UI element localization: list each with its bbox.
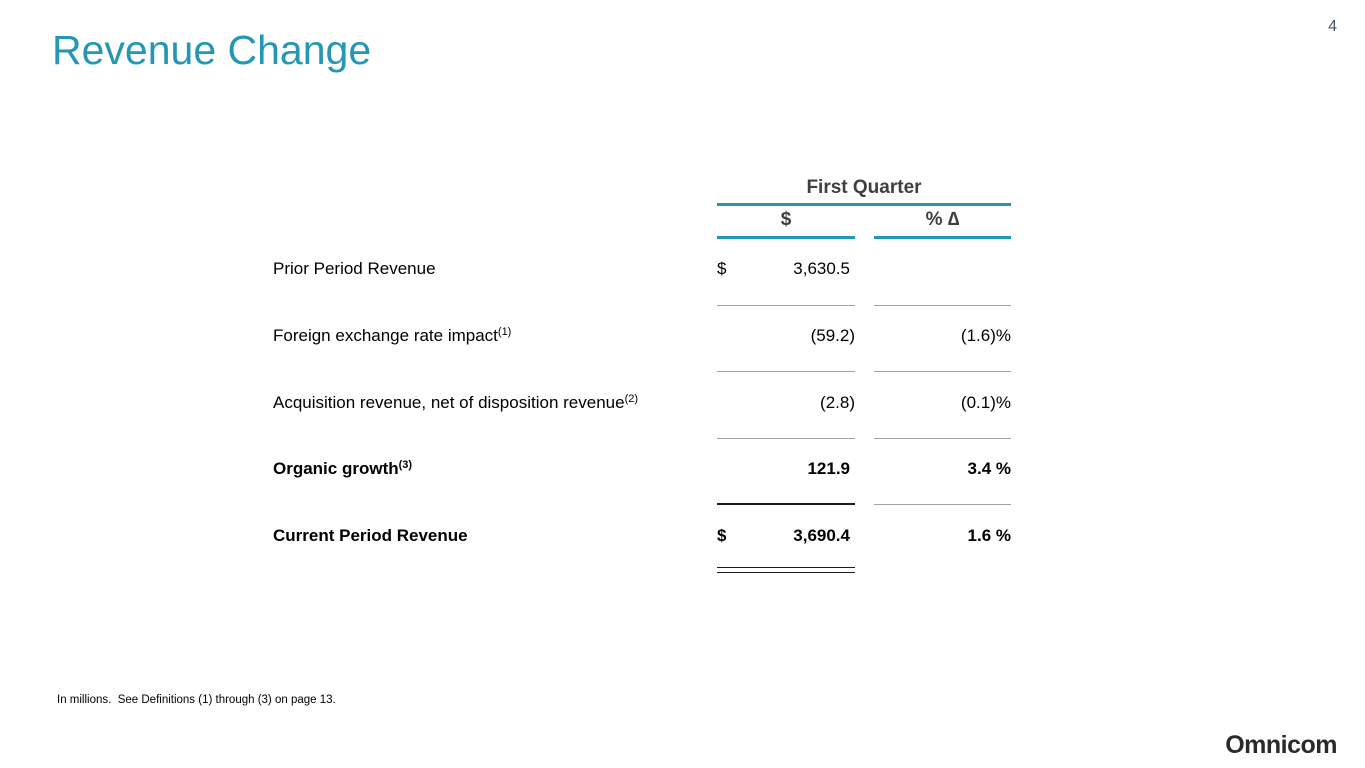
row-separator-rule xyxy=(717,305,855,306)
row-label: Acquisition revenue, net of disposition … xyxy=(273,393,639,412)
row-label: Foreign exchange rate impact(1) xyxy=(273,326,512,345)
row-separator-rule xyxy=(874,438,1011,439)
col-header-pct-delta: % ∆ xyxy=(925,209,960,230)
row-separator-rule xyxy=(874,504,1011,505)
column-group-header: First Quarter xyxy=(806,177,922,198)
revenue-change-table: First Quarter $ % ∆ Prior Period Revenue… xyxy=(273,176,1013,586)
pct-cell: 1.6 % xyxy=(967,526,1011,545)
group-header-rule xyxy=(717,203,1011,206)
table-row-fx-impact: Foreign exchange rate impact(1) (59.2) (… xyxy=(273,326,1013,348)
pct-col-header-rule xyxy=(874,236,1011,239)
pct-cell: (0.1)% xyxy=(960,393,1011,412)
row-label: Prior Period Revenue xyxy=(273,259,436,278)
currency-symbol: $ xyxy=(717,526,727,545)
dollar-cell: $ 3,690.4 xyxy=(717,526,855,546)
footnote-sup: (3) xyxy=(398,459,413,471)
dollar-cell: (59.2) xyxy=(717,326,855,346)
col-header-dollar: $ xyxy=(780,209,792,230)
dollar-cell: (2.8) xyxy=(717,393,855,413)
dollar-cell: $ 3,630.5 xyxy=(717,259,855,279)
pct-cell: (1.6)% xyxy=(960,326,1011,345)
table-row-current-period-revenue: Current Period Revenue $ 3,690.4 1.6 % xyxy=(273,526,1013,548)
subtotal-rule xyxy=(717,503,855,505)
currency-symbol: $ xyxy=(717,259,727,278)
amount-value: (59.2) xyxy=(810,326,855,345)
row-separator-rule xyxy=(874,305,1011,306)
footnote: In millions. See Definitions (1) through… xyxy=(57,694,336,706)
row-separator-rule xyxy=(717,371,855,372)
omnicom-logo: Omnicom xyxy=(1225,731,1337,759)
page-number: 4 xyxy=(1328,18,1337,35)
amount-value: 3,690.4 xyxy=(793,526,850,545)
amount-value: 3,630.5 xyxy=(793,259,850,278)
row-separator-rule xyxy=(717,438,855,439)
table-row-organic-growth: Organic growth(3) 121.9 3.4 % xyxy=(273,459,1013,481)
row-label: Current Period Revenue xyxy=(273,526,468,545)
amount-value: 121.9 xyxy=(807,459,850,478)
footnote-sup: (1) xyxy=(497,326,512,338)
dollar-cell: 121.9 xyxy=(717,459,855,479)
row-separator-rule xyxy=(874,371,1011,372)
table-row-prior-period-revenue: Prior Period Revenue $ 3,630.5 xyxy=(273,259,1013,281)
dollar-col-header-rule xyxy=(717,236,855,239)
total-double-rule xyxy=(717,567,855,573)
table-row-acquisition-revenue: Acquisition revenue, net of disposition … xyxy=(273,393,1013,415)
amount-value: (2.8) xyxy=(820,393,855,412)
row-label: Organic growth(3) xyxy=(273,459,413,478)
pct-cell: 3.4 % xyxy=(967,459,1011,478)
footnote-sup: (2) xyxy=(624,393,639,405)
page-title: Revenue Change xyxy=(52,27,372,73)
